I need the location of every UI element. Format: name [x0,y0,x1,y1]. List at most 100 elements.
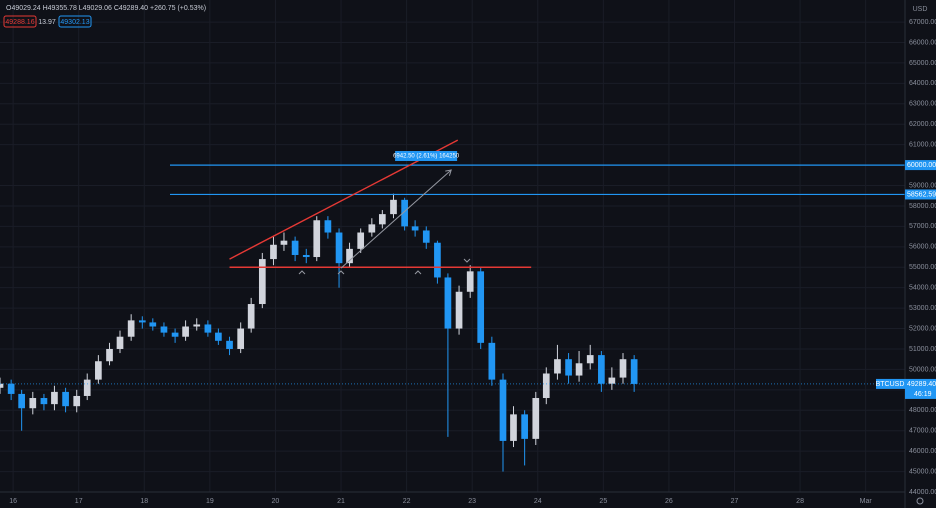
candle-body [542,373,550,399]
measure-label-box [395,150,458,161]
y-tick-label: 67000.00 [909,19,936,26]
candle-body [488,342,496,380]
y-tick-label: 61000.00 [909,142,936,149]
candle-body [575,363,583,376]
candle-body [18,393,25,409]
candle-body [313,220,321,258]
candle-body [565,359,572,376]
candle-body [95,361,102,380]
candle-body [73,395,81,407]
candle-body [532,398,540,439]
y-tick-label: 44000.00 [909,489,936,496]
x-tick-label: 28 [796,498,804,505]
candle-body [171,332,179,337]
x-tick-label: 22 [403,498,411,505]
price-label-box [905,160,936,171]
candle-body [204,324,212,333]
candle-body [160,326,168,333]
candle-body [554,359,561,374]
last-price-label: 49289.40 [907,381,936,388]
y-tick-label: 46000.00 [909,448,936,455]
chevron [298,270,306,275]
y-tick-label: 45000.00 [909,468,936,475]
x-tick-label: 17 [75,498,83,505]
candle-body [335,232,343,264]
candle-body [258,259,266,305]
settings-button[interactable] [916,497,924,505]
candle-body [193,324,201,327]
candle-body [422,230,430,243]
candle-body [226,340,233,349]
candle-body [215,332,222,341]
chevron [414,270,422,275]
pattern-markers [298,258,471,275]
price-label: 58562.59 [907,191,936,198]
candle-body [586,355,594,364]
candle-body [40,398,48,405]
x-tick-label: 23 [468,498,476,505]
chevron [337,270,345,275]
measure-arrow[interactable] [340,169,452,269]
candle-body [247,304,255,329]
candle-body [270,244,277,260]
x-tick-label: 24 [534,498,542,505]
candle-body [357,232,365,249]
candle-body [401,199,408,227]
y-tick-label: 59000.00 [909,182,936,189]
y-tick-label: 50000.00 [909,366,936,373]
candle-body [346,248,353,264]
candle-body [149,322,157,327]
symbol-label: BTCUSD [876,381,905,388]
y-tick-label: 53000.00 [909,305,936,312]
x-tick-label: 27 [731,498,739,505]
candle-body [499,379,507,441]
x-tick-label: 25 [599,498,607,505]
price-label-box [905,189,936,200]
candle-body [127,320,135,337]
candle-body [390,199,397,215]
candle-body [466,271,474,292]
candle-body [455,291,463,329]
measure-label: 6942.50 (2.61%) 164250 [393,154,460,160]
candle-body [477,271,485,343]
y-tick-label: 54000.00 [909,285,936,292]
x-tick-label: 21 [337,498,345,505]
candle-body [116,336,124,349]
y-tick-label: 65000.00 [909,60,936,67]
x-tick-label: 18 [140,498,148,505]
candle-body [608,377,616,384]
arrow-head [445,169,452,176]
ask-price: 49302.13 [60,19,89,26]
countdown: 46:19 [914,391,932,398]
candle-body [598,355,605,384]
candle-body [521,414,528,439]
last-price-box [905,378,936,399]
spread: 13.97 [38,19,56,26]
currency: USD [913,6,928,13]
bid-box[interactable] [3,15,37,28]
candle-body [83,379,91,396]
y-tick-label: 63000.00 [909,101,936,108]
candle-body [411,226,419,231]
candle-body [280,240,288,245]
candle-body [510,414,517,441]
candle-body [0,383,4,388]
candle-body [7,383,15,394]
candle-body [29,398,37,409]
candle-body [302,254,310,258]
x-tick-label: 26 [665,498,673,505]
axes: 44000.00 45000.00 46000.00 47000.00 48000.00… [9,19,936,505]
y-tick-label: 52000.00 [909,325,936,332]
candle-body [51,391,58,405]
ask-box[interactable] [58,15,92,28]
y-tick-label: 47000.00 [909,428,936,435]
candle-body [291,240,299,255]
y-tick-label: 64000.00 [909,80,936,87]
candle-body [106,348,113,362]
candle-body [368,224,376,233]
candle-body [434,242,441,278]
x-tick-label: Mar [860,498,873,505]
price-label: 60000.00 [907,162,936,169]
